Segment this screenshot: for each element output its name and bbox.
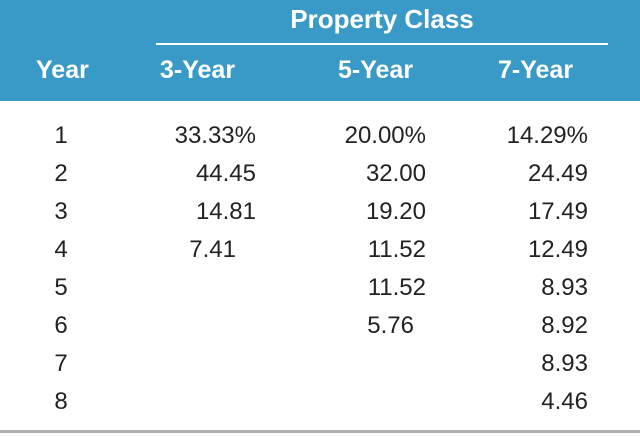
cell-7-year: 12.49 (527, 236, 588, 263)
cell-7-year: 8.93 (541, 350, 588, 377)
column-header-5-year: 5-Year (338, 56, 414, 84)
cell-3-year: 44.45 (195, 160, 256, 187)
cell-5-year: 11.52 (367, 236, 426, 263)
table-row: 7 8.93 (0, 350, 640, 388)
cell-year: 7 (54, 350, 68, 377)
table-row: 1 33.33% 20.00% 14.29% (0, 122, 640, 160)
cell-year: 3 (54, 198, 68, 225)
cell-5-year: 11.52 (367, 274, 426, 301)
cell-7-year: 8.93 (541, 274, 588, 301)
table-row: 2 44.45 32.00 24.49 (0, 160, 640, 198)
cell-year: 5 (54, 274, 68, 301)
cell-7-year: 4.46 (541, 388, 588, 415)
cell-7-year: 17.49 (527, 198, 588, 225)
cell-3-year: 7.41 (189, 236, 236, 263)
table-row: 5 11.52 8.93 (0, 274, 640, 312)
cell-5-year: 20.00% (344, 122, 426, 149)
column-header-year: Year (36, 56, 89, 84)
column-header-3-year: 3-Year (160, 56, 236, 84)
table-header: Property Class Year 3-Year 5-Year 7-Year (0, 0, 640, 101)
header-divider (156, 43, 608, 45)
cell-year: 6 (54, 312, 68, 339)
table-bottom-rule (0, 430, 640, 433)
cell-7-year: 24.49 (527, 160, 588, 187)
cell-3-year: 33.33% (174, 122, 256, 149)
table-row: 4 7.41 11.52 12.49 (0, 236, 640, 274)
cell-5-year: 5.76 (367, 312, 414, 339)
cell-7-year: 8.92 (541, 312, 588, 339)
cell-5-year: 32.00 (365, 160, 426, 187)
cell-5-year: 19.20 (365, 198, 426, 225)
cell-year: 8 (54, 388, 68, 415)
cell-year: 1 (54, 122, 68, 149)
cell-7-year: 14.29% (506, 122, 588, 149)
column-header-7-year: 7-Year (498, 56, 574, 84)
cell-year: 4 (54, 236, 68, 263)
table-row: 6 5.76 8.92 (0, 312, 640, 350)
table-row: 8 4.46 (0, 388, 640, 426)
cell-year: 2 (54, 160, 68, 187)
cell-3-year: 14.81 (195, 198, 256, 225)
property-class-title: Property Class (290, 4, 474, 34)
table-row: 3 14.81 19.20 17.49 (0, 198, 640, 236)
